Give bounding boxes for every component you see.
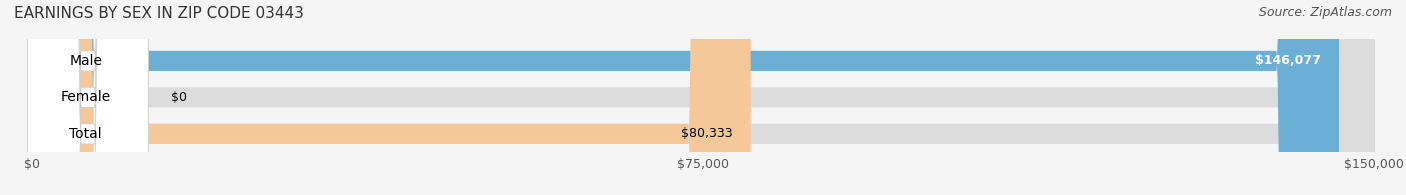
Text: Female: Female	[60, 90, 111, 104]
Text: $146,077: $146,077	[1256, 54, 1322, 67]
FancyBboxPatch shape	[32, 0, 751, 195]
Text: $0: $0	[170, 91, 187, 104]
FancyBboxPatch shape	[28, 0, 148, 195]
Text: Source: ZipAtlas.com: Source: ZipAtlas.com	[1258, 6, 1392, 19]
Text: $80,333: $80,333	[681, 127, 733, 140]
FancyBboxPatch shape	[32, 0, 1339, 195]
FancyBboxPatch shape	[32, 0, 1374, 195]
FancyBboxPatch shape	[32, 0, 1374, 195]
Text: Total: Total	[69, 127, 103, 141]
FancyBboxPatch shape	[28, 0, 148, 195]
Text: Male: Male	[69, 54, 103, 68]
FancyBboxPatch shape	[32, 0, 1374, 195]
Text: EARNINGS BY SEX IN ZIP CODE 03443: EARNINGS BY SEX IN ZIP CODE 03443	[14, 6, 304, 21]
FancyBboxPatch shape	[28, 0, 148, 195]
